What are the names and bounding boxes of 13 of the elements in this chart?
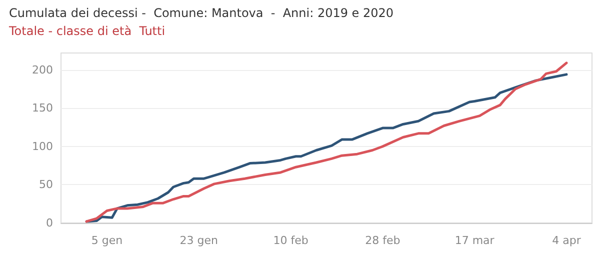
x-tick-label: 4 apr xyxy=(552,234,582,247)
y-tick-label: 200 xyxy=(32,63,53,76)
y-tick-label: 150 xyxy=(32,102,53,115)
x-tick-label: 23 gen xyxy=(180,234,218,247)
y-tick-label: 100 xyxy=(32,140,53,153)
x-tick-label: 28 feb xyxy=(365,234,400,247)
y-tick-label: 50 xyxy=(39,178,53,192)
chart-title: Cumulata dei decessi - Comune: Mantova - Anni: 2019 e 2020 xyxy=(9,6,394,20)
x-tick-label: 10 feb xyxy=(273,234,308,247)
x-tick-label: 17 mar xyxy=(454,234,495,247)
y-tick-label: 0 xyxy=(46,216,53,230)
chart-subtitle: Totale - classe di età Tutti xyxy=(8,24,166,38)
x-tick-label: 5 gen xyxy=(91,234,123,247)
